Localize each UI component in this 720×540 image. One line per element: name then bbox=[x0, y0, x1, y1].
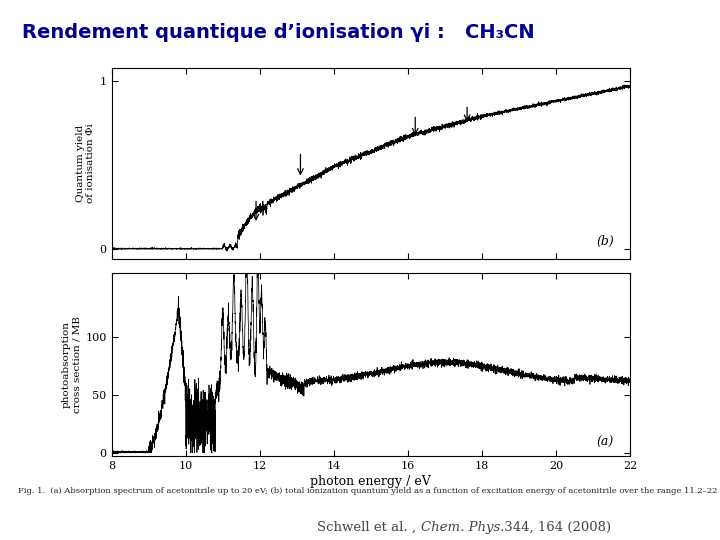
Text: 344, 164 (2008): 344, 164 (2008) bbox=[500, 521, 611, 534]
Text: Schwell et al. ,: Schwell et al. , bbox=[317, 521, 420, 534]
X-axis label: photon energy / eV: photon energy / eV bbox=[310, 475, 431, 488]
Y-axis label: Quantum yield
of ionisation Φi: Quantum yield of ionisation Φi bbox=[76, 124, 96, 203]
Y-axis label: photoabsorption
cross section / MB: photoabsorption cross section / MB bbox=[62, 316, 81, 413]
Text: (b): (b) bbox=[596, 235, 614, 248]
Text: Fig. 1.  (a) Absorption spectrum of acetonitrile up to 20 eV; (b) total ionizati: Fig. 1. (a) Absorption spectrum of aceto… bbox=[18, 487, 720, 495]
Text: (a): (a) bbox=[596, 436, 613, 449]
Text: Rendement quantique d’ionisation γi :   CH₃CN: Rendement quantique d’ionisation γi : CH… bbox=[22, 23, 534, 42]
Text: Chem. Phys.: Chem. Phys. bbox=[421, 521, 505, 534]
